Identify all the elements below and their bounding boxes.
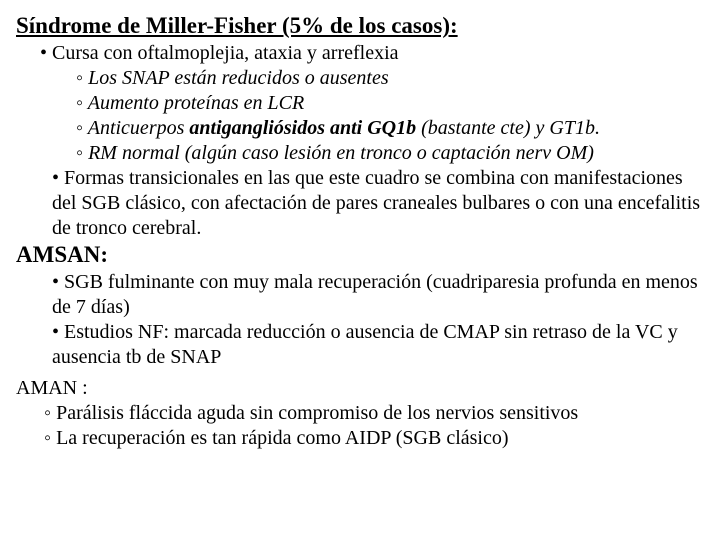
bullet-formas-transicionales: • Formas transicionales en las que este …: [16, 166, 704, 241]
subbullet-anticuerpos-post: (bastante cte) y GT1b.: [416, 117, 600, 139]
bullet-estudios-nf: • Estudios NF: marcada reducción o ausen…: [16, 320, 704, 370]
bullet-cursa: • Cursa con oftalmoplejia, ataxia y arre…: [16, 41, 704, 66]
subbullet-snap: ◦ Los SNAP están reducidos o ausentes: [16, 66, 704, 91]
subbullet-anticuerpos-pre: ◦ Anticuerpos: [76, 117, 189, 139]
heading-amsan: AMSAN:: [16, 241, 704, 270]
heading-miller-fisher: Síndrome de Miller-Fisher (5% de los cas…: [16, 12, 704, 41]
subbullet-rm: ◦ RM normal (algún caso lesión en tronco…: [16, 141, 704, 166]
subbullet-anticuerpos-bold: antigangliósidos anti GQ1b: [189, 117, 416, 139]
subbullet-recuperacion: ◦ La recuperación es tan rápida como AID…: [16, 426, 704, 451]
subbullet-anticuerpos: ◦ Anticuerpos antigangliósidos anti GQ1b…: [16, 116, 704, 141]
bullet-sgb-fulminante: • SGB fulminante con muy mala recuperaci…: [16, 270, 704, 320]
subbullet-paralisis: ◦ Parálisis fláccida aguda sin compromis…: [16, 401, 704, 426]
subbullet-proteinas: ◦ Aumento proteínas en LCR: [16, 91, 704, 116]
heading-aman: AMAN :: [16, 376, 704, 401]
